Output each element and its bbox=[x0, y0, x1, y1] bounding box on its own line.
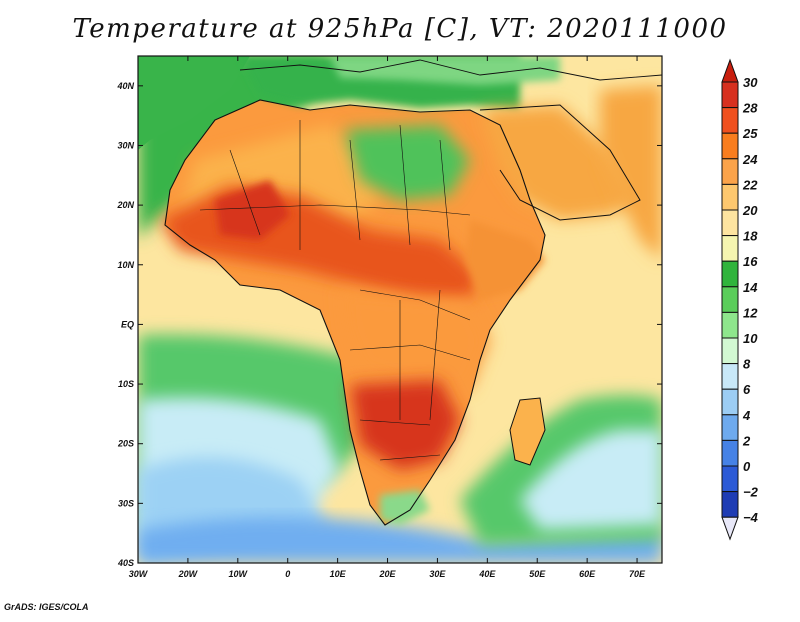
india-persia bbox=[600, 85, 662, 260]
lon-tick-label: 50E bbox=[529, 569, 546, 579]
sahara-east-cool bbox=[345, 125, 470, 200]
colorbar-swatch bbox=[721, 491, 739, 518]
lat-tick-label: EQ bbox=[121, 319, 134, 329]
colorbar-swatch bbox=[721, 414, 739, 441]
colorbar-swatch bbox=[721, 465, 739, 493]
lat-tick-label: 10S bbox=[118, 379, 134, 389]
lon-tick-label: 20E bbox=[379, 569, 397, 579]
colorbar-swatch bbox=[721, 260, 739, 288]
colorbar-label: 10 bbox=[743, 331, 758, 346]
map-plot-area bbox=[138, 56, 662, 563]
ocean-indian-cool bbox=[520, 430, 662, 530]
ocean-north-atlantic-core bbox=[138, 56, 250, 150]
lat-tick-label: 30N bbox=[117, 140, 134, 150]
colorbar-label: 4 bbox=[742, 408, 751, 423]
lon-tick-label: 10E bbox=[330, 569, 347, 579]
credit-text: GrADS: IGES/COLA bbox=[4, 602, 89, 612]
colorbar-label: 0 bbox=[743, 459, 751, 474]
central-africa bbox=[340, 290, 490, 390]
africa-coastline bbox=[164, 99, 546, 526]
colorbar-label: 22 bbox=[742, 177, 758, 192]
colorbar-label: 30 bbox=[743, 75, 758, 90]
chart-title: Temperature at 925hPa [C], VT: 202011100… bbox=[72, 14, 728, 44]
colorbar-label: 18 bbox=[743, 229, 758, 244]
colorbar-swatch bbox=[721, 158, 739, 185]
colorbar-label: 8 bbox=[743, 357, 751, 372]
ocean-southern bbox=[138, 517, 662, 563]
arabia-coastline bbox=[479, 104, 641, 221]
colorbar-swatch bbox=[721, 388, 739, 416]
longitude-axis: 30W 20W 10W 0 10E 20E 30E 40E 50E 60E 70E bbox=[129, 56, 646, 579]
madagascar bbox=[510, 398, 545, 465]
lon-tick-label: 70E bbox=[629, 569, 646, 579]
lon-tick-label: 40E bbox=[478, 569, 496, 579]
lon-tick-label: 10W bbox=[229, 569, 249, 579]
colorbar-swatch bbox=[721, 235, 739, 262]
colorbar-label: 6 bbox=[743, 382, 751, 397]
lon-tick-label: 60E bbox=[579, 569, 596, 579]
madagascar-coastline bbox=[509, 397, 546, 466]
colorbar-label: −2 bbox=[743, 485, 759, 500]
colorbar-label: 28 bbox=[742, 101, 758, 116]
sahel-core bbox=[215, 180, 290, 240]
colorbar-swatch bbox=[721, 337, 739, 365]
lat-tick-label: 30S bbox=[118, 498, 134, 508]
colorbar-label: 2 bbox=[742, 433, 751, 448]
colorbar-swatch bbox=[721, 81, 739, 109]
lat-tick-label: 10N bbox=[117, 260, 134, 270]
colorbar-swatch bbox=[721, 209, 739, 237]
colorbar-label: 24 bbox=[742, 152, 758, 167]
colorbar-label: 20 bbox=[742, 203, 758, 218]
southern-africa-hot bbox=[350, 380, 460, 470]
colorbar-swatch bbox=[721, 439, 739, 467]
map-frame bbox=[137, 55, 663, 564]
colorbar-over-arrow bbox=[721, 58, 739, 83]
colorbar-swatch bbox=[721, 132, 739, 160]
lon-tick-label: 30E bbox=[429, 569, 446, 579]
colorbar-swatch bbox=[721, 286, 739, 313]
lon-tick-label: 30W bbox=[129, 569, 149, 579]
colorbar-label: 14 bbox=[743, 280, 758, 295]
colorbar-swatch bbox=[721, 107, 739, 134]
europe-coastline bbox=[239, 59, 662, 81]
europe bbox=[330, 56, 560, 85]
arabia bbox=[480, 105, 640, 220]
lat-tick-label: 40S bbox=[117, 558, 134, 568]
lat-tick-label: 40N bbox=[116, 81, 134, 91]
colorbar-swatch bbox=[721, 311, 739, 339]
latitude-axis: 40N 30N 20N 10N EQ 10S 20S 30S 40S bbox=[116, 81, 662, 568]
colorbar-swatch bbox=[721, 363, 739, 390]
colorbar-label: −4 bbox=[743, 510, 759, 525]
lat-tick-label: 20S bbox=[117, 439, 134, 449]
colorbar-label: 16 bbox=[743, 254, 758, 269]
colorbar-swatch bbox=[721, 183, 739, 211]
lon-tick-label: 0 bbox=[285, 569, 290, 579]
colorbar-label: 12 bbox=[743, 305, 758, 320]
colorbar-under-arrow bbox=[721, 516, 739, 541]
country-borders bbox=[199, 120, 471, 461]
lat-tick-label: 20N bbox=[116, 200, 134, 210]
colorbar-label: 25 bbox=[742, 126, 758, 141]
lon-tick-label: 20W bbox=[178, 569, 199, 579]
